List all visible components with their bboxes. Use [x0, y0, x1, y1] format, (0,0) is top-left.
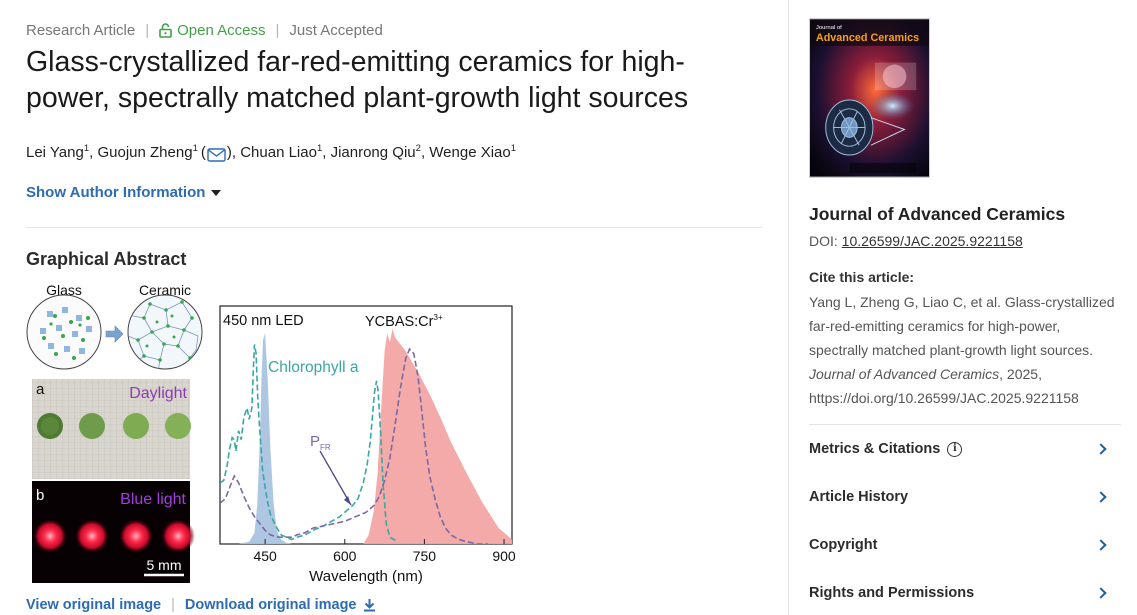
cover-advanced-ceramics: Advanced Ceramics: [816, 32, 919, 44]
journal-name[interactable]: Journal of Advanced Ceramics: [809, 204, 1066, 224]
chevron-right-icon[interactable]: [1095, 539, 1107, 551]
article-type: Research Article: [26, 22, 136, 39]
series-chlorophyll-a: [220, 344, 399, 543]
chlorophyll-annotation: Chlorophyll a: [268, 359, 359, 376]
download-original-image-label[interactable]: Download original image: [184, 597, 357, 613]
article-title: Glass-crystallized far-red-emitting cera…: [26, 46, 689, 114]
chevron-right-icon[interactable]: [1095, 491, 1107, 503]
meta-separator: |: [145, 22, 150, 39]
show-author-info-toggle[interactable]: Show Author Information: [26, 184, 222, 201]
pfr-annotation: PFR: [310, 433, 331, 452]
doi-label: DOI:: [809, 233, 838, 249]
envelope-icon[interactable]: [207, 147, 226, 162]
series-pfr: [220, 347, 489, 544]
link-separator: |: [171, 597, 175, 613]
divider: [26, 227, 762, 228]
author-name[interactable]: Chuan Liao1: [240, 143, 323, 161]
metrics-citations-row[interactable]: Metrics & Citations i: [809, 437, 1109, 461]
citation-text: Yang L, Zheng G, Liao C, et al. Glass-cr…: [809, 294, 1115, 406]
panel-b-label: b: [36, 487, 44, 504]
column-divider: [788, 0, 789, 615]
x-tick-label: 750: [413, 548, 437, 564]
scale-bar-label: 5 mm: [147, 557, 182, 573]
article-main: Research Article | Open Access | Just Ac…: [26, 0, 766, 615]
x-tick-label: 450: [253, 548, 277, 564]
view-original-image-link[interactable]: View original image: [26, 597, 162, 613]
cover-engine-graphic: [825, 99, 906, 156]
divider: [809, 424, 1121, 425]
open-access-label: Open Access: [177, 22, 266, 39]
figure-links: View original image | Download original …: [26, 597, 376, 613]
graphical-abstract-figure[interactable]: Glass Ceramic: [26, 280, 516, 585]
copyright-label[interactable]: Copyright: [809, 537, 878, 553]
open-lock-icon: [159, 23, 172, 38]
ycbas-annotation: YCBAS:Cr3+: [365, 313, 443, 330]
daylight-photo: a Daylight: [32, 379, 191, 479]
glass-label: Glass: [46, 282, 82, 298]
author-list: Lei Yang1, Guojun Zheng1 ( ), Chuan Liao…: [26, 143, 517, 162]
cover-journal-of: Journal of: [816, 25, 842, 31]
journal-cover-image[interactable]: Journal of Advanced Ceramics: [809, 18, 930, 178]
show-author-info-label[interactable]: Show Author Information: [26, 184, 206, 201]
glass-schematic: [26, 294, 102, 370]
info-icon[interactable]: i: [947, 441, 963, 457]
pfr-pointer: [319, 450, 352, 506]
arrow-right-icon: [105, 325, 124, 343]
cite-heading: Cite this article:: [809, 269, 915, 285]
rights-permissions-label[interactable]: Rights and Permissions: [809, 585, 975, 601]
download-icon[interactable]: [363, 598, 376, 612]
author-name[interactable]: Jianrong Qiu2: [330, 143, 421, 161]
graphical-abstract-heading: Graphical Abstract: [26, 249, 187, 269]
x-axis-title: Wavelength (nm): [309, 568, 423, 585]
meta-separator: |: [275, 22, 280, 39]
caret-down-icon[interactable]: [211, 189, 222, 196]
series-ycbas-cr3-: [363, 328, 512, 544]
open-access-badge: Open Access: [159, 22, 266, 39]
doi-link[interactable]: 10.26599/JAC.2025.9221158: [841, 233, 1023, 249]
x-tick-label: 600: [333, 548, 357, 564]
x-tick-label: 900: [492, 548, 516, 564]
corresponding-email[interactable]: ( ): [200, 144, 232, 162]
article-status: Just Accepted: [289, 22, 383, 39]
series-450-nm-led: [238, 333, 292, 544]
spectrum-chart: 450 600 750 900 Wavelength (nm) 450 nm LED …: [219, 305, 516, 585]
metrics-citations-label[interactable]: Metrics & Citations: [809, 441, 941, 457]
pfr-pointer-head: [344, 496, 351, 505]
copyright-row[interactable]: Copyright: [809, 533, 1109, 557]
doi-line: DOI: 10.26599/JAC.2025.9221158: [809, 233, 1023, 249]
rights-permissions-row[interactable]: Rights and Permissions: [809, 581, 1109, 605]
bluelight-photo: b Blue light 5 mm: [32, 481, 195, 583]
daylight-label: Daylight: [129, 385, 187, 402]
article-history-row[interactable]: Article History: [809, 485, 1109, 509]
article-history-label[interactable]: Article History: [809, 489, 909, 505]
chevron-right-icon[interactable]: [1095, 587, 1107, 599]
led-annotation: 450 nm LED: [223, 313, 304, 329]
sidebar: Journal of Advanced Ceramics Journal of …: [809, 0, 1121, 615]
article-meta: Research Article | Open Access | Just Ac…: [26, 22, 383, 39]
panel-a-label: a: [36, 381, 45, 398]
ceramic-schematic: [127, 294, 203, 370]
download-original-image-link[interactable]: Download original image: [185, 597, 376, 613]
ceramic-label: Ceramic: [139, 282, 191, 298]
chevron-right-icon[interactable]: [1095, 443, 1107, 455]
author-name[interactable]: Guojun Zheng1: [97, 143, 198, 161]
bluelight-label: Blue light: [120, 491, 186, 508]
author-name[interactable]: Lei Yang1: [26, 143, 90, 161]
author-name[interactable]: Wenge Xiao1: [429, 143, 517, 161]
